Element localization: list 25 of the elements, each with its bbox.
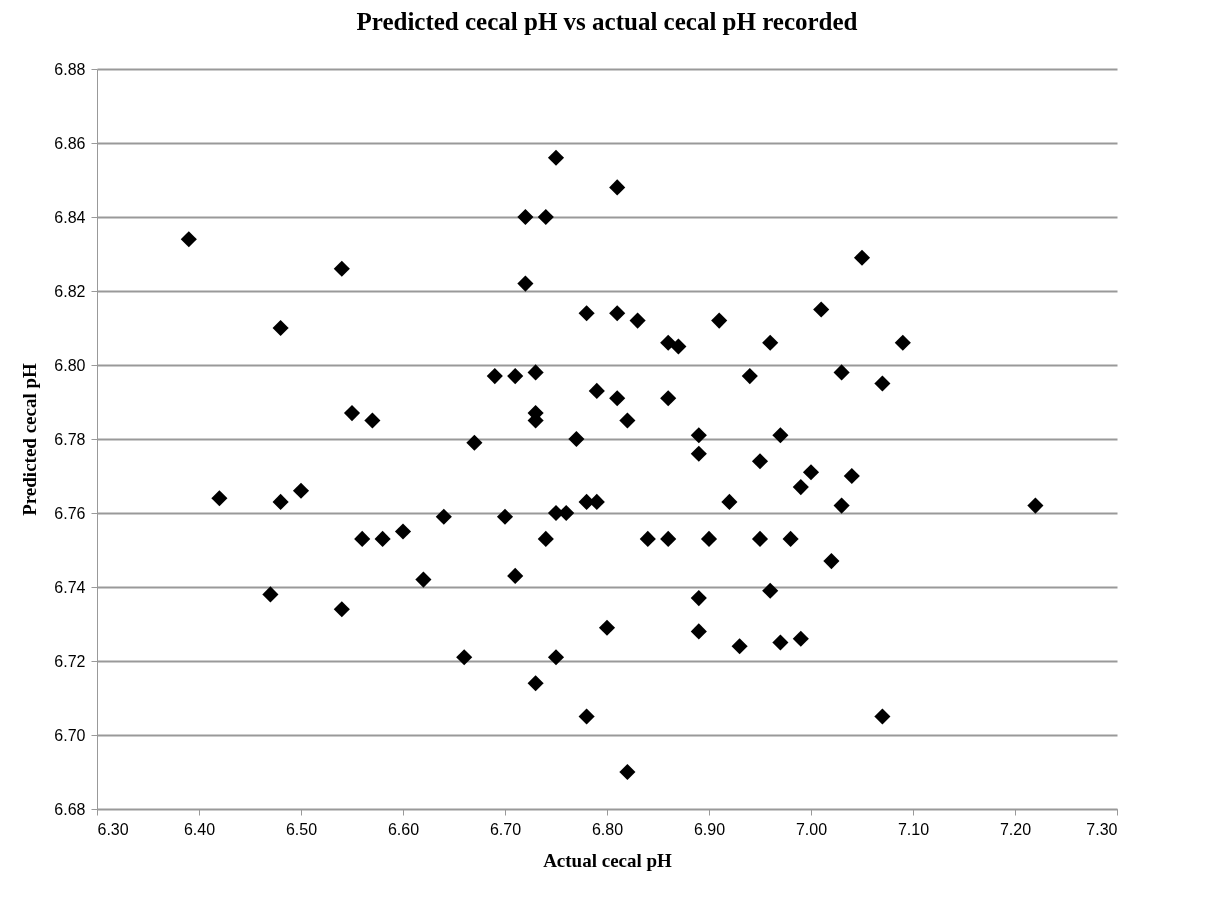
x-axis-title: Actual cecal pH [543, 849, 673, 871]
y-tick-label: 6.68 [54, 800, 86, 818]
x-tick-label: 7.10 [897, 820, 930, 838]
y-tick-label: 6.74 [54, 578, 86, 596]
chart-title: Predicted cecal pH vs actual cecal pH recorded [356, 8, 858, 35]
y-tick-label: 6.82 [54, 282, 86, 300]
y-tick-label: 6.86 [54, 134, 86, 152]
x-tick-label: 6.30 [97, 820, 129, 838]
y-tick-label: 6.80 [54, 356, 86, 374]
y-axis-title: Predicted cecal pH [19, 362, 41, 516]
x-tick-label: 7.00 [795, 820, 828, 838]
x-tick-label: 7.20 [999, 820, 1032, 838]
y-tick-label: 6.70 [54, 726, 86, 744]
x-tick-label: 6.90 [693, 820, 726, 838]
y-tick-label: 6.76 [54, 504, 86, 522]
y-tick-label: 6.84 [54, 208, 86, 226]
y-tick-label: 6.72 [54, 652, 86, 670]
x-tick-label: 6.70 [489, 820, 522, 838]
x-tick-label: 7.30 [1086, 820, 1118, 838]
x-tick-label: 6.80 [591, 820, 624, 838]
x-tick-label: 6.50 [285, 820, 318, 838]
y-tick-label: 6.78 [54, 430, 86, 448]
x-tick-label: 6.40 [183, 820, 216, 838]
y-tick-label: 6.88 [54, 60, 86, 78]
x-tick-label: 6.60 [387, 820, 420, 838]
